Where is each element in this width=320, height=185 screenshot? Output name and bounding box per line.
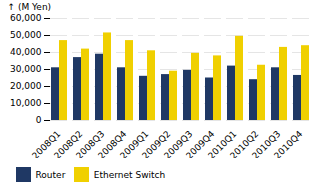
svg-text:2010Q4: 2010Q4 [272, 129, 305, 158]
svg-text:30,000: 30,000 [10, 64, 42, 74]
svg-text:50,000: 50,000 [10, 30, 42, 40]
html-text:Ethernet Switch: Ethernet Switch [93, 169, 166, 180]
svg-text:60,000: 60,000 [10, 13, 42, 23]
svg-text:40,000: 40,000 [10, 47, 42, 57]
svg-text:10,000: 10,000 [10, 98, 42, 108]
svg-text:↑ (M Yen): ↑ (M Yen) [8, 2, 52, 12]
svg-text:0: 0 [36, 115, 42, 125]
svg-text:20,000: 20,000 [10, 81, 42, 91]
html-text:Router: Router [35, 169, 66, 180]
